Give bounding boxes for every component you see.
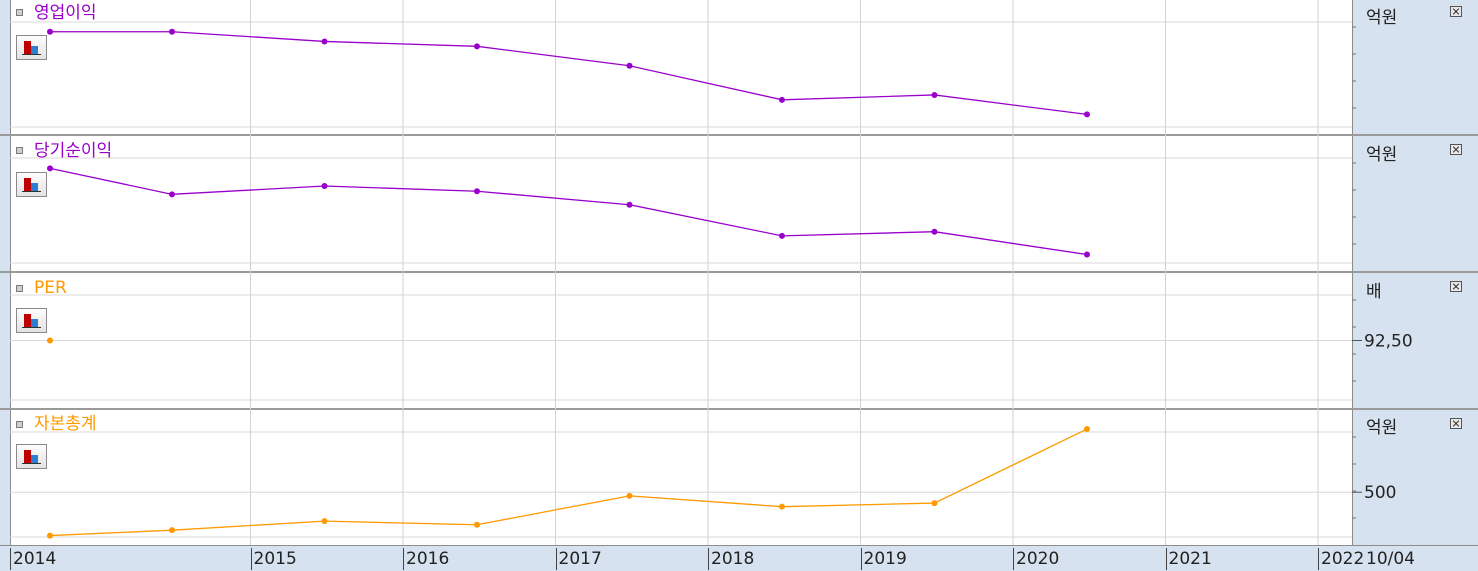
series-line: [49, 167, 1088, 256]
data-point[interactable]: [321, 518, 328, 525]
bar-chart-icon: [24, 314, 31, 327]
x-tick-label: 2018: [708, 548, 754, 570]
bar-chart-icon-part: [31, 455, 38, 463]
x-tick-label: 2015: [250, 548, 297, 570]
x-tick-label: 2020: [1013, 548, 1059, 570]
x-tick-label: 2022: [1318, 548, 1364, 570]
unit-label: 억원: [1366, 418, 1398, 438]
unit-label: 억원: [1366, 8, 1398, 28]
bar-chart-icon: [24, 450, 31, 463]
data-point[interactable]: [474, 43, 480, 50]
close-panel-icon[interactable]: [1450, 144, 1462, 155]
panel-title: 영업이익: [34, 3, 97, 23]
chart-type-button[interactable]: [16, 172, 47, 197]
data-point[interactable]: [474, 188, 480, 195]
date-stamp: 10/04: [1366, 549, 1415, 569]
data-point[interactable]: [321, 183, 328, 190]
data-point[interactable]: [779, 232, 785, 239]
panel-separator[interactable]: [0, 271, 1478, 273]
panel-title: 자본총계: [34, 414, 97, 434]
series-line: [50, 31, 1088, 116]
panel-separator[interactable]: [0, 408, 1478, 410]
x-tick-label: 2017: [555, 548, 602, 570]
data-point[interactable]: [321, 38, 328, 45]
unit-label: 억원: [1366, 145, 1398, 165]
close-panel-icon[interactable]: [1450, 418, 1462, 429]
bar-chart-icon: [24, 178, 31, 191]
left-frame: [0, 0, 10, 570]
data-point[interactable]: [1084, 426, 1090, 433]
data-point[interactable]: [47, 165, 53, 172]
data-point[interactable]: [474, 521, 480, 528]
data-point[interactable]: [169, 527, 175, 534]
y-axis-area: [1352, 0, 1478, 135]
data-point[interactable]: [931, 91, 938, 98]
data-point[interactable]: [626, 201, 633, 208]
x-tick-label: 2016: [403, 548, 449, 570]
data-point[interactable]: [1084, 251, 1090, 258]
data-point[interactable]: [626, 62, 633, 69]
data-point[interactable]: [779, 503, 785, 510]
panel-bullet-icon: [16, 421, 23, 428]
data-point[interactable]: [626, 492, 633, 499]
data-point[interactable]: [779, 96, 785, 103]
data-point[interactable]: [47, 337, 53, 344]
panel-bullet-icon: [16, 9, 23, 16]
series-line: [49, 428, 1088, 537]
x-tick-label: 2019: [860, 548, 907, 570]
unit-label: 배: [1366, 282, 1382, 302]
y-axis-area: [1352, 136, 1478, 271]
panel-separator[interactable]: [0, 134, 1478, 136]
data-point[interactable]: [931, 500, 938, 507]
panel-bullet-icon: [16, 285, 23, 292]
close-panel-icon[interactable]: [1450, 281, 1462, 292]
panel-bullet-icon: [16, 147, 23, 154]
y-axis-area: [1352, 410, 1478, 545]
y-tick-label: 92,50: [1364, 332, 1413, 352]
data-point[interactable]: [169, 28, 175, 35]
bar-chart-icon-part: [31, 183, 38, 191]
bar-chart-icon: [24, 41, 31, 54]
x-tick-label: 2021: [1165, 548, 1212, 570]
bar-chart-icon-part: [31, 46, 38, 54]
data-point[interactable]: [931, 228, 938, 235]
y-tick-label: 500: [1364, 483, 1396, 503]
data-point[interactable]: [47, 532, 53, 539]
bar-chart-icon-base: [22, 54, 41, 55]
chart-type-button[interactable]: [16, 308, 47, 333]
panel-title: PER: [34, 278, 67, 298]
chart-type-button[interactable]: [16, 444, 47, 469]
bar-chart-icon-base: [22, 327, 41, 328]
bar-chart-icon-part: [31, 319, 38, 327]
bar-chart-icon-base: [22, 463, 41, 464]
bar-chart-icon-base: [22, 191, 41, 192]
x-tick-label: 2014: [10, 548, 56, 570]
x-axis[interactable]: [0, 545, 1478, 571]
data-point[interactable]: [1084, 111, 1090, 118]
panel-title: 당기순이익: [34, 141, 113, 161]
close-panel-icon[interactable]: [1450, 6, 1462, 17]
data-point[interactable]: [169, 191, 175, 198]
data-point[interactable]: [47, 28, 53, 35]
chart-type-button[interactable]: [16, 35, 47, 60]
